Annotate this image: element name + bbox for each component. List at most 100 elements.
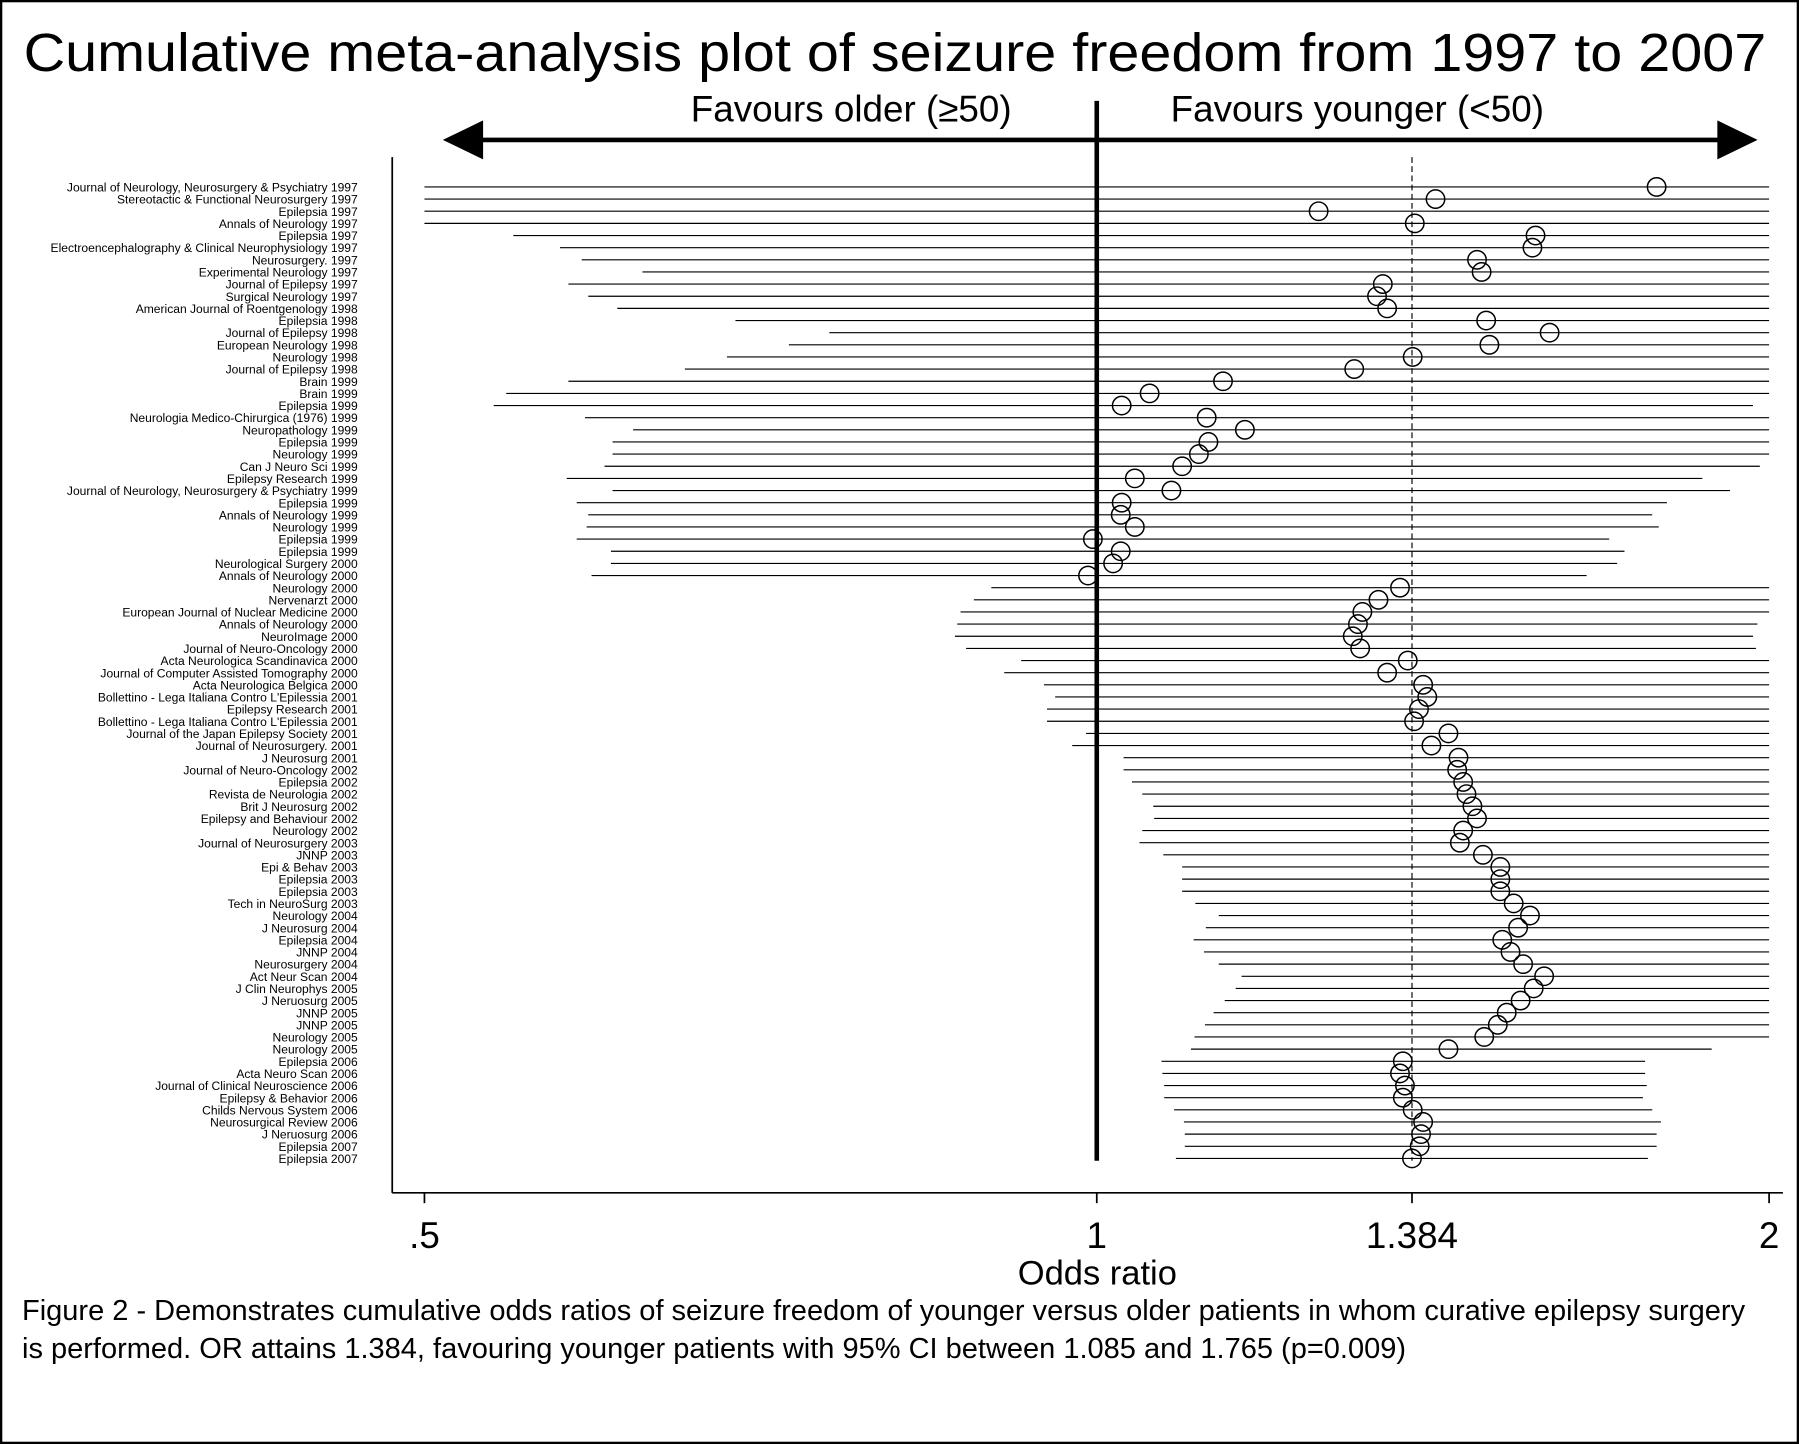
odds-ratio-point xyxy=(1367,286,1387,307)
row-label: Neurology 1998 xyxy=(273,351,358,365)
odds-ratio-point xyxy=(1525,225,1546,246)
odds-ratio-point xyxy=(1646,177,1667,197)
odds-ratio-point xyxy=(1103,553,1124,574)
row-label: JNNP 2004 xyxy=(296,946,358,960)
row-label: Epilepsia 2004 xyxy=(279,933,358,947)
odds-ratio-point xyxy=(1352,602,1373,622)
odds-ratio-point xyxy=(1447,759,1468,780)
odds-ratio-point xyxy=(1411,1124,1432,1145)
row-label: J Neurosurg 2004 xyxy=(262,921,358,935)
row-label: Epilepsia 1998 xyxy=(279,314,358,328)
odds-ratio-point xyxy=(1448,747,1469,768)
odds-ratio-point xyxy=(1111,395,1132,416)
row-label: Epilepsia 1999 xyxy=(279,399,358,413)
odds-ratio-point xyxy=(1523,978,1544,999)
odds-ratio-point xyxy=(1453,772,1474,792)
arrow-right xyxy=(1717,120,1758,160)
odds-ratio-point xyxy=(1479,334,1500,355)
row-label: Epilepsia 2007 xyxy=(279,1140,358,1154)
odds-ratio-point xyxy=(1467,249,1487,270)
odds-ratio-point xyxy=(1487,1014,1508,1035)
row-label: Epilepsia 2002 xyxy=(279,776,358,790)
row-label: JNNP 2005 xyxy=(296,1006,358,1020)
row-label: Journal of Neurosurgery. 2001 xyxy=(196,739,358,753)
row-label: Bollettino - Lega Italiana Contro L'Epil… xyxy=(98,715,358,729)
odds-ratio-point xyxy=(1347,614,1368,635)
odds-ratio-point xyxy=(1188,444,1209,465)
row-label: Epilepsia 1997 xyxy=(279,205,358,219)
odds-ratio-point xyxy=(1198,432,1219,452)
odds-ratio-point xyxy=(1449,832,1470,853)
odds-ratio-point xyxy=(1377,298,1398,319)
x-tick-label: 2 xyxy=(1759,1215,1779,1256)
odds-ratio-point xyxy=(1344,359,1365,380)
odds-ratio-point xyxy=(1500,942,1521,962)
row-label: Epilepsia 1999 xyxy=(279,436,358,450)
odds-ratio-point xyxy=(1503,893,1524,914)
odds-ratio-point xyxy=(1124,468,1145,489)
odds-ratio-point xyxy=(1196,407,1217,428)
row-label: Journal of Neuro-Oncology 2002 xyxy=(183,763,358,777)
odds-ratio-point xyxy=(1490,869,1511,890)
odds-ratio-point xyxy=(1402,347,1423,367)
odds-ratio-point xyxy=(1438,723,1459,744)
row-label: Journal of Clinical Neuroscience 2006 xyxy=(155,1079,358,1093)
row-label: Neurosurgical Review 2006 xyxy=(210,1116,358,1130)
row-label: Nervenarzt 2000 xyxy=(269,593,358,607)
odds-ratio-point xyxy=(1534,966,1555,987)
x-tick-label: 1 xyxy=(1087,1215,1107,1256)
row-label: Neurological Surgery 2000 xyxy=(215,557,358,571)
row-label: Annals of Neurology 1997 xyxy=(219,217,358,231)
row-label: Annals of Neurology 2000 xyxy=(219,569,358,583)
odds-ratio-point xyxy=(1508,917,1529,938)
odds-ratio-point xyxy=(1490,857,1511,877)
row-label: Electroencephalography & Clinical Neurop… xyxy=(51,241,358,255)
row-label: Epilepsia 1999 xyxy=(279,496,358,510)
row-label: Epilepsia 2007 xyxy=(279,1152,358,1166)
row-label: J Neruosurg 2005 xyxy=(262,994,358,1008)
row-label: Neurosurgery 2004 xyxy=(254,958,358,972)
row-label: Epilepsia 2006 xyxy=(279,1055,358,1069)
odds-ratio-point xyxy=(1467,808,1487,829)
odds-ratio-point xyxy=(1513,954,1534,975)
row-label: Neurology 2004 xyxy=(273,909,358,923)
odds-ratio-point xyxy=(1456,784,1477,805)
row-label: Journal of Epilepsy 1998 xyxy=(226,326,358,340)
odds-ratio-point xyxy=(1161,480,1182,501)
row-label: Epi & Behav 2003 xyxy=(261,861,358,875)
row-label: JNNP 2005 xyxy=(296,1018,358,1032)
odds-ratio-point xyxy=(1413,1112,1434,1132)
row-label: Journal of Neuro-Oncology 2000 xyxy=(183,642,358,656)
favours-right: Favours younger (<50) xyxy=(1171,89,1544,130)
row-label: Acta Neurologica Scandinavica 2000 xyxy=(161,654,358,668)
row-label: Epilepsia 2003 xyxy=(279,885,358,899)
row-label: Epilepsy & Behavior 2006 xyxy=(220,1091,358,1105)
row-label: Revista de Neurologia 2002 xyxy=(209,788,358,802)
odds-ratio-point xyxy=(1397,650,1418,671)
favours-left: Favours older (≥50) xyxy=(691,89,1012,130)
chart-title: Cumulative meta-analysis plot of seizure… xyxy=(24,23,1767,83)
odds-ratio-point xyxy=(1392,1051,1413,1072)
row-label: Neurologia Medico-Chirurgica (1976) 1999 xyxy=(130,411,358,425)
row-label: European Journal of Nuclear Medicine 200… xyxy=(122,606,358,620)
odds-ratio-point xyxy=(1395,1075,1415,1096)
row-label: J Clin Neurophys 2005 xyxy=(236,982,358,996)
odds-ratio-point xyxy=(1421,735,1442,756)
row-label: JNNP 2003 xyxy=(296,848,358,862)
row-label: Journal of Computer Assisted Tomography … xyxy=(100,666,358,680)
odds-ratio-point xyxy=(1308,201,1329,222)
x-axis-title: Odds ratio xyxy=(1018,1255,1177,1293)
row-label: Act Neur Scan 2004 xyxy=(250,970,358,984)
odds-ratio-point xyxy=(1402,1099,1423,1120)
odds-ratio-point xyxy=(1139,383,1160,404)
row-label: Brain 1999 xyxy=(299,375,358,389)
row-label: Journal of the Japan Epilepsy Society 20… xyxy=(126,727,358,741)
row-label: Surgical Neurology 1997 xyxy=(226,290,358,304)
odds-ratio-point xyxy=(1404,213,1425,234)
odds-ratio-point xyxy=(1342,626,1363,647)
odds-ratio-point xyxy=(1490,881,1511,902)
odds-ratio-point xyxy=(1402,1148,1422,1169)
odds-ratio-point xyxy=(1425,189,1446,210)
odds-ratio-point xyxy=(1390,1063,1410,1084)
